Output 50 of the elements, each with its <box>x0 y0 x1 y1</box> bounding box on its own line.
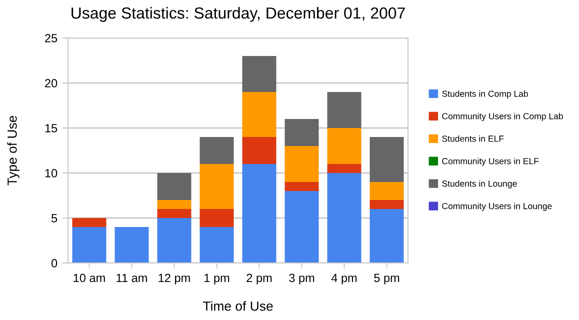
bar <box>370 182 404 200</box>
legend-label: Students in ELF <box>442 135 504 142</box>
bar <box>284 182 319 191</box>
bar <box>370 137 404 182</box>
bar <box>114 227 149 263</box>
bar <box>327 128 362 164</box>
x-tick-label: 2 pm <box>246 274 272 284</box>
y-tick-label: 25 <box>45 34 58 42</box>
y-tick-label: 5 <box>51 214 58 222</box>
bar <box>370 200 404 209</box>
chart-title: Usage Statistics: Saturday, December 01, 2007 <box>72 6 405 22</box>
bar <box>242 56 276 92</box>
x-tick-label: 3 pm <box>289 274 314 284</box>
bar <box>157 218 192 263</box>
bar <box>157 173 192 200</box>
y-tick-label: 0 <box>51 259 58 268</box>
bar <box>157 209 192 218</box>
bar <box>242 164 276 263</box>
bar <box>200 164 234 209</box>
bar <box>327 92 362 128</box>
bar <box>327 173 362 263</box>
bar <box>200 227 234 263</box>
y-axis-title: Type of Use <box>7 116 20 186</box>
x-tick-label: 11 am <box>116 274 147 282</box>
bar <box>200 209 234 227</box>
bar <box>242 92 276 137</box>
x-tick-label: 1 pm <box>204 274 230 284</box>
y-tick-label: 10 <box>45 169 58 178</box>
x-tick-label: 10 am <box>74 274 105 282</box>
bar <box>242 137 276 164</box>
legend-label: Community Users in ELF <box>442 158 539 166</box>
x-tick-label: 4 pm <box>331 274 357 284</box>
y-tick-label: 15 <box>45 124 58 132</box>
bar <box>157 200 192 209</box>
y-tick-label: 20 <box>45 79 58 88</box>
x-axis-title: Time of Use <box>202 301 273 311</box>
bar <box>370 209 404 263</box>
bar <box>72 218 106 227</box>
legend-label: Students in Comp Lab <box>442 90 528 99</box>
bar <box>284 119 319 146</box>
legend-label: Students in Lounge <box>442 180 517 188</box>
x-tick-label: 12 pm <box>158 274 190 284</box>
bar <box>284 191 319 263</box>
legend-label: Community Users in Lounge <box>442 202 552 211</box>
x-tick-label: 5 pm <box>374 274 400 284</box>
legend-label: Community Users in Comp Lab <box>442 112 563 122</box>
bar <box>200 137 234 164</box>
bar <box>327 164 362 173</box>
bar <box>72 227 106 263</box>
bar <box>284 146 319 182</box>
